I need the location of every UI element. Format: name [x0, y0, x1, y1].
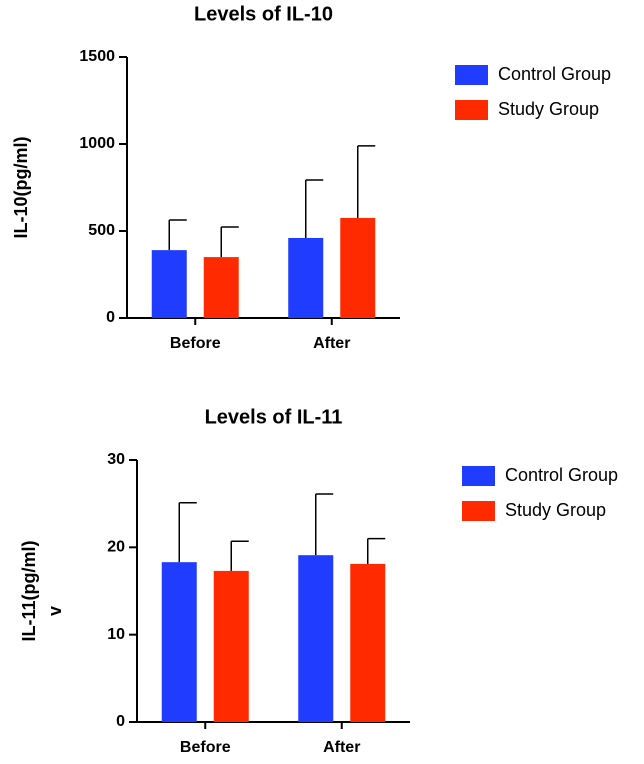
x-tick-label: Before — [180, 739, 231, 756]
legend-label: Study Group — [498, 99, 599, 119]
y-tick-label: 1000 — [79, 135, 115, 152]
legend-swatch — [462, 466, 495, 486]
legend-swatch — [462, 501, 495, 521]
legend-label: Study Group — [505, 500, 606, 520]
bar — [161, 562, 197, 722]
bar — [340, 217, 376, 318]
y-tick-label: 1500 — [79, 48, 115, 65]
bar — [203, 257, 239, 318]
y-tick-label: 20 — [107, 539, 125, 556]
y-tick-label: 0 — [106, 309, 115, 326]
y-tick-label: 500 — [88, 222, 115, 239]
y-tick-label: 0 — [116, 713, 125, 730]
legend-label: Control Group — [498, 64, 611, 84]
y-tick-label: 10 — [107, 626, 125, 643]
bar — [298, 555, 334, 722]
legend-label: Control Group — [505, 465, 618, 485]
x-tick-label: After — [323, 739, 360, 756]
chart-title: Levels of IL-10 — [194, 3, 333, 25]
legend-swatch — [455, 65, 488, 85]
legend-swatch — [455, 100, 488, 120]
y-axis-label: IL-10(pg/ml) — [11, 136, 31, 238]
chart-title: Levels of IL-11 — [205, 406, 343, 428]
annotation: v — [45, 606, 65, 616]
bar — [350, 563, 386, 722]
bar — [151, 250, 187, 318]
bar — [213, 570, 249, 722]
x-tick-label: After — [313, 335, 350, 352]
y-tick-label: 30 — [107, 451, 125, 468]
y-axis-label: IL-11(pg/ml) — [19, 540, 39, 641]
bar — [288, 237, 324, 318]
x-tick-label: Before — [170, 335, 221, 352]
